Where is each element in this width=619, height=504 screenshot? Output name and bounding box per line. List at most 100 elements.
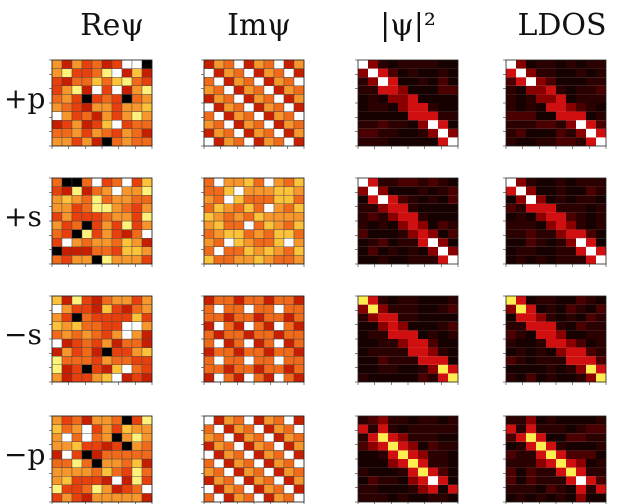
heatmap-cell [506,467,516,477]
heatmap-cell [233,321,245,331]
heatmap-cell [586,330,596,339]
heatmap-cell [556,356,566,365]
heatmap-cell [263,128,275,138]
heatmap-cell [546,94,556,103]
heatmap-cell [536,103,546,112]
heatmap-cell [408,111,418,121]
heatmap-cell [388,111,398,121]
heatmap-cell [223,220,235,230]
heatmap-cell [566,60,576,69]
panel-abs-pp [355,59,459,149]
heatmap-cell [131,415,143,425]
heatmap-cell [378,111,388,121]
heatmap-cell [408,195,418,204]
heatmap-cell [438,186,448,196]
heatmap-cell [368,94,378,103]
panel-re-pp [49,59,153,149]
heatmap-cell [526,373,536,382]
heatmap-cell [111,68,123,78]
heatmap-cell [586,433,596,442]
heatmap-cell [536,356,546,365]
heatmap-cell [566,212,576,221]
heatmap-cell [51,220,63,230]
heatmap-cell [91,186,103,196]
heatmap-cell [388,186,398,196]
heatmap-cell [586,450,596,459]
heatmap-cell [233,229,245,239]
heatmap-cell [596,364,606,374]
heatmap-cell [293,424,305,434]
heatmap-cell [546,304,556,314]
heatmap-cell [418,476,428,485]
heatmap-cell [263,137,275,147]
heatmap-cell [566,178,576,187]
heatmap-cell [91,238,103,248]
heatmap-cell [506,229,516,239]
heatmap-cell [131,246,143,256]
heatmap-cell [91,493,103,503]
row-label-ms: −s [4,318,42,351]
heatmap-cell [586,416,596,425]
heatmap-cell [428,238,438,247]
heatmap-cell [91,220,103,230]
heatmap-cell [428,441,438,451]
heatmap-cell [398,347,408,357]
heatmap-cell [101,441,113,451]
heatmap-cell [213,484,225,494]
heatmap-cell [213,415,225,425]
heatmap-cell [576,356,586,365]
heatmap-cell [101,59,113,69]
heatmap-cell [418,450,428,459]
heatmap-cell [596,203,606,213]
heatmap-cell [368,330,378,339]
heatmap-cell [448,467,458,477]
heatmap-cell [223,238,235,248]
heatmap-cell [283,128,295,138]
heatmap-cell [243,220,255,230]
heatmap-cell [81,195,93,205]
heatmap-cell [576,296,586,305]
heatmap-cell [61,186,73,196]
heatmap-cell [506,255,516,264]
heatmap-cell [536,195,546,204]
heatmap-cell [61,484,73,494]
heatmap-cell [418,229,428,239]
heatmap-abs-ms [355,295,459,385]
heatmap-cell [141,313,153,323]
heatmap-cell [378,85,388,95]
heatmap-cell [141,441,153,451]
heatmap-cell [61,364,73,374]
heatmap-cell [263,295,275,305]
heatmap-cell [273,59,285,69]
heatmap-cell [243,493,255,503]
heatmap-cell [398,459,408,468]
heatmap-cell [121,195,133,205]
heatmap-cell [293,458,305,468]
heatmap-cell [428,186,438,196]
heatmap-cell [51,373,63,383]
heatmap-cell [273,177,285,187]
heatmap-cell [233,484,245,494]
heatmap-cell [398,373,408,382]
heatmap-cell [546,77,556,86]
heatmap-cell [213,424,225,434]
heatmap-cell [398,178,408,187]
heatmap-cell [506,137,516,146]
heatmap-cell [293,467,305,477]
heatmap-cell [566,221,576,230]
heatmap-cell [203,238,215,248]
heatmap-cell [546,424,556,434]
heatmap-cell [536,238,546,247]
heatmap-cell [418,111,428,121]
heatmap-cell [131,450,143,460]
heatmap-cell [263,85,275,95]
heatmap-cell [566,246,576,256]
heatmap-cell [101,238,113,248]
heatmap-cell [506,304,516,314]
heatmap-cell [273,347,285,357]
heatmap-cell [71,229,83,239]
heatmap-cell [428,330,438,339]
heatmap-cell [101,77,113,87]
heatmap-cell [388,212,398,221]
heatmap-cell [283,137,295,147]
